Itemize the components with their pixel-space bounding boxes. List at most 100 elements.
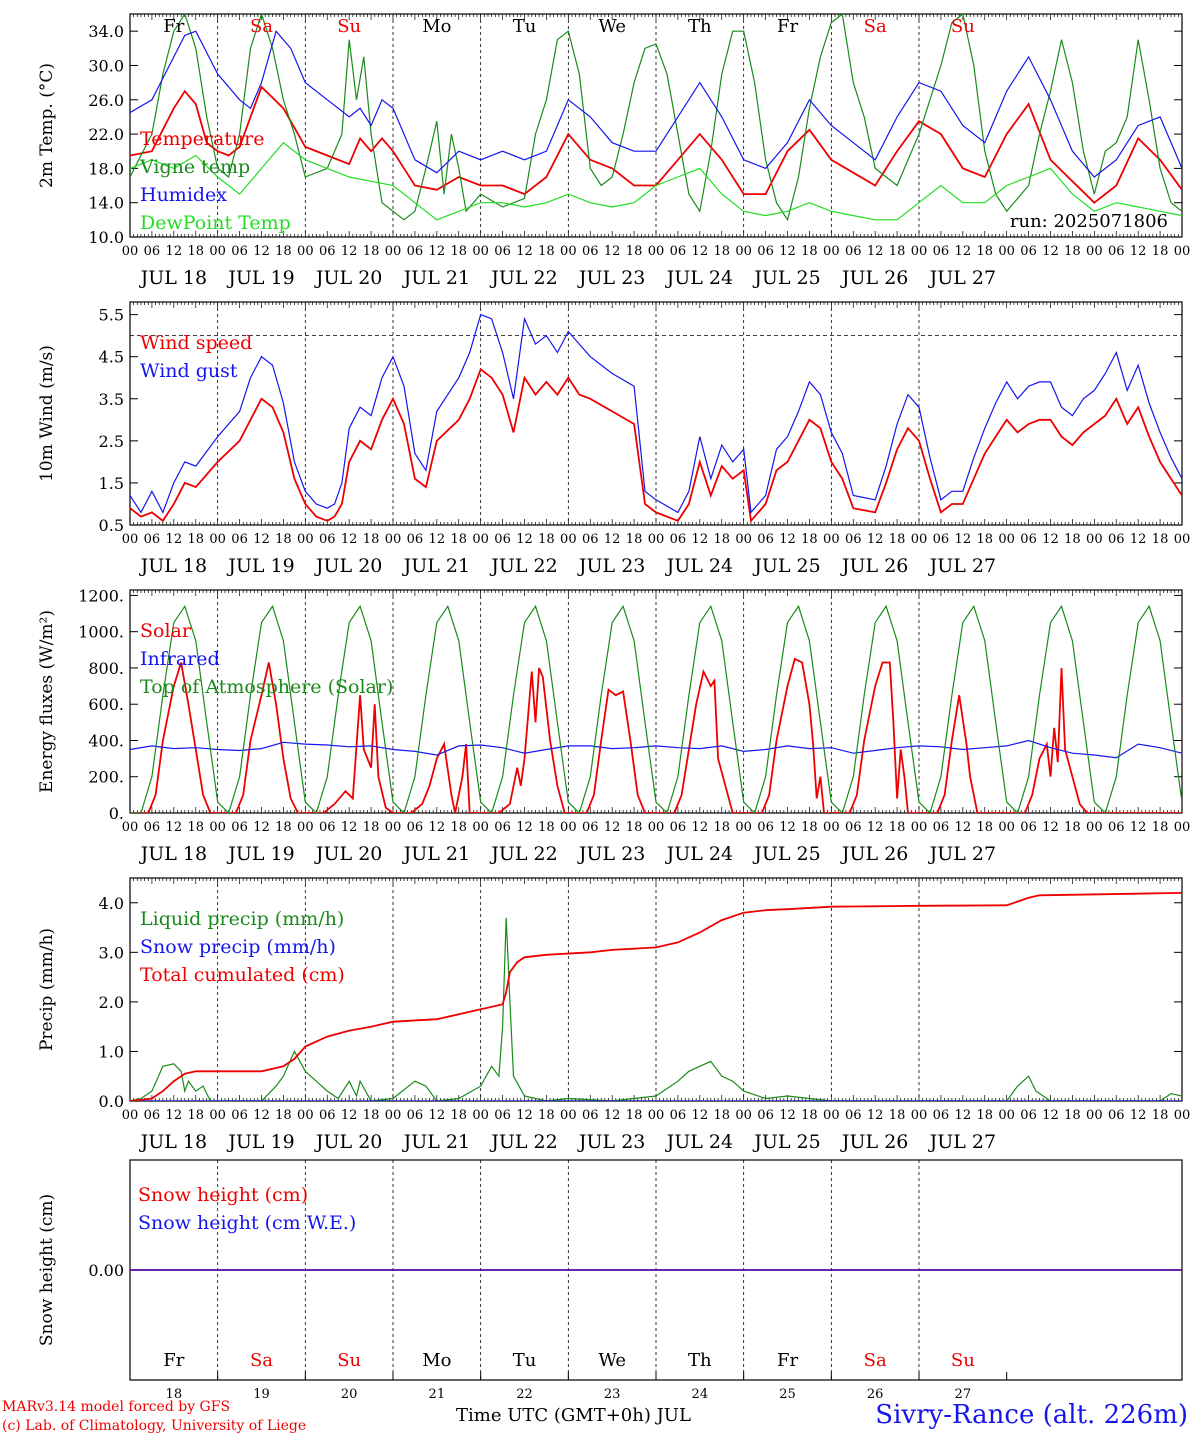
hour-label: 06 (407, 244, 424, 259)
date-label: JUL 18 (139, 843, 207, 865)
date-label: JUL 24 (665, 1131, 733, 1153)
plot-frame (129, 13, 1183, 238)
hour-label: 18 (889, 532, 906, 547)
y-axis-title: Snow height (cm) (37, 1194, 57, 1346)
legend-entry: Wind speed (140, 332, 252, 354)
day-number-label: 26 (867, 1387, 884, 1402)
hour-label: 18 (713, 1108, 730, 1123)
hour-label: 00 (911, 244, 928, 259)
day-of-week-label: Fr (163, 16, 184, 37)
hour-label: 06 (494, 532, 511, 547)
date-label: JUL 23 (577, 555, 645, 577)
hour-label: 12 (604, 244, 621, 259)
day-of-week-label: Su (337, 1350, 361, 1371)
hour-label: 00 (648, 820, 665, 835)
hour-label: 18 (976, 820, 993, 835)
day-number-label: 22 (516, 1387, 533, 1402)
y-tick-label: 1000. (78, 623, 124, 642)
hour-label: 12 (955, 532, 972, 547)
hour-label: 06 (1020, 244, 1037, 259)
day-number-label: 24 (692, 1387, 709, 1402)
hour-label: 06 (407, 532, 424, 547)
hour-label: 12 (516, 1108, 533, 1123)
hour-label: 18 (187, 244, 204, 259)
day-number-label: 20 (341, 1387, 358, 1402)
y-tick-label: 4.5 (99, 348, 124, 367)
hour-label: 06 (933, 820, 950, 835)
day-ticks (129, 1372, 1008, 1380)
hour-label: 18 (1152, 532, 1169, 547)
legend-entry: Total cumulated (cm) (140, 964, 345, 986)
hour-label: 00 (385, 244, 402, 259)
hour-label: 12 (867, 532, 884, 547)
hour-label: 12 (429, 820, 446, 835)
hour-label: 12 (692, 820, 709, 835)
hour-label: 00 (735, 244, 752, 259)
hour-label: 06 (670, 1108, 687, 1123)
day-of-week-label: Fr (163, 1350, 184, 1371)
hour-label: 06 (582, 244, 599, 259)
hour-label: 18 (713, 820, 730, 835)
day-of-week-label: Su (951, 1350, 975, 1371)
hour-label: 12 (1042, 820, 1059, 835)
panel-snow: 0.00 Snow height (cm) Snow height (cm) Snow… (37, 1159, 1183, 1402)
date-label: JUL 26 (840, 267, 908, 289)
hour-label: 06 (845, 820, 862, 835)
hour-label: 06 (144, 532, 161, 547)
hour-label: 06 (1020, 820, 1037, 835)
y-axis-title: Energy fluxes (W/m²) (37, 610, 57, 793)
date-label: JUL 27 (928, 267, 996, 289)
date-label: JUL 20 (314, 1131, 382, 1153)
hour-label: 00 (911, 820, 928, 835)
hour-label: 06 (144, 820, 161, 835)
hour-label: 06 (933, 244, 950, 259)
hour-label: 18 (626, 820, 643, 835)
hour-label: 00 (735, 1108, 752, 1123)
date-label: JUL 25 (752, 843, 820, 865)
hour-label: 00 (209, 532, 226, 547)
hour-label: 00 (385, 532, 402, 547)
hour-label: 06 (670, 820, 687, 835)
hour-label: 12 (692, 1108, 709, 1123)
day-of-week-label: Fr (777, 1350, 798, 1371)
hour-label: 18 (889, 820, 906, 835)
day-of-week-label: Mo (422, 1350, 451, 1371)
hour-label: 00 (209, 1108, 226, 1123)
hour-label: 18 (538, 244, 555, 259)
legend-entry: Wind gust (140, 360, 238, 382)
hour-label: 12 (516, 820, 533, 835)
series-line (130, 14, 1182, 222)
hour-label: 18 (626, 244, 643, 259)
y-tick-label: 2.0 (99, 993, 124, 1012)
day-of-week-label: Sa (864, 16, 887, 37)
hour-label: 00 (297, 244, 314, 259)
date-label: JUL 26 (840, 843, 908, 865)
hour-label: 06 (670, 244, 687, 259)
hour-label: 18 (363, 1108, 380, 1123)
hour-label: 12 (1042, 1108, 1059, 1123)
series-line (130, 657, 1182, 813)
hour-label: 00 (209, 820, 226, 835)
hour-label: 18 (801, 1108, 818, 1123)
hour-label: 00 (385, 820, 402, 835)
hour-label: 06 (231, 532, 248, 547)
hour-label: 18 (538, 820, 555, 835)
hour-label: 18 (713, 532, 730, 547)
hour-label: 00 (1086, 532, 1103, 547)
hour-label: 18 (976, 1108, 993, 1123)
y-tick-label: 1.0 (99, 1042, 124, 1061)
hour-label: 06 (1020, 1108, 1037, 1123)
y-tick-label: 18.0 (88, 159, 124, 178)
hour-label: 12 (429, 532, 446, 547)
series-line (130, 604, 1182, 813)
hour-label: 00 (823, 532, 840, 547)
date-label: JUL 25 (752, 1131, 820, 1153)
hour-label: 06 (231, 244, 248, 259)
hour-label: 12 (1130, 532, 1147, 547)
hour-label: 12 (779, 532, 796, 547)
y-axis-title: 2m Temp. (°C) (37, 63, 57, 188)
hour-label: 00 (911, 532, 928, 547)
legend-entry: Infrared (140, 648, 220, 670)
hour-label: 06 (1020, 532, 1037, 547)
date-label: JUL 21 (402, 267, 470, 289)
